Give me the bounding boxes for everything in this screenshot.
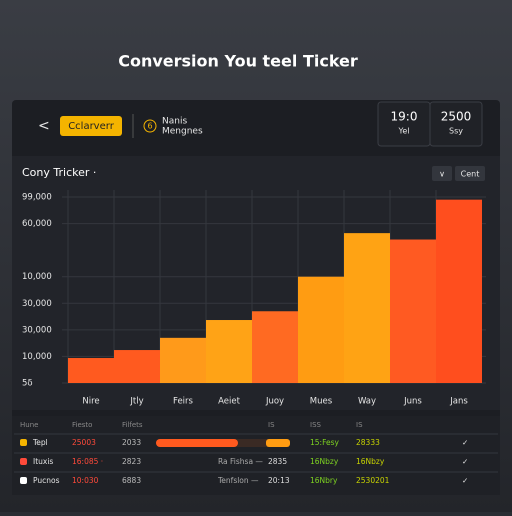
icon-glyph: 6 xyxy=(147,122,152,131)
stat-label: Ssy xyxy=(449,127,463,136)
table-cell: 16Nbry xyxy=(310,476,338,485)
y-tick-label: 10,000 xyxy=(22,352,52,362)
x-tick-label: Jtly xyxy=(129,397,143,407)
x-tick-label: Juns xyxy=(403,397,422,407)
table-cell: Pucnos xyxy=(33,476,60,485)
table-header: IS xyxy=(356,421,363,429)
table-cell: Tepl xyxy=(32,438,48,447)
table-header: Filfets xyxy=(122,421,143,429)
x-tick-label: Jans xyxy=(449,397,468,407)
x-tick-label: Way xyxy=(358,397,376,407)
bar xyxy=(436,199,482,383)
dropdown-toggle[interactable] xyxy=(432,166,452,181)
bar xyxy=(160,337,206,383)
table-cell: 2033 xyxy=(122,438,141,447)
table-header: Hune xyxy=(20,421,38,429)
primary-button[interactable] xyxy=(60,116,122,136)
x-tick-label: Nire xyxy=(82,397,99,407)
table-cell: 16:085 · xyxy=(72,457,103,466)
table-cell: ✓ xyxy=(462,476,468,485)
table-cell: ✓ xyxy=(462,457,468,466)
stat-box xyxy=(429,101,483,147)
y-tick-label: 60,000 xyxy=(22,219,52,229)
row-icon xyxy=(20,477,27,484)
row-icon xyxy=(20,439,27,446)
table xyxy=(12,416,500,495)
table-cell: 2530201 xyxy=(356,476,390,485)
table-cell: ✓ xyxy=(462,438,468,447)
primary-button-label: Cclarverr xyxy=(68,121,115,132)
table-cell: Tenfslon — xyxy=(217,476,259,485)
back-button[interactable]: < xyxy=(38,118,50,134)
table-cell: 6883 xyxy=(122,476,141,485)
table-header: Fiesto xyxy=(72,421,92,429)
x-tick-label: Aeiet xyxy=(218,397,240,407)
table-cell: 10:030 xyxy=(72,476,99,485)
bar xyxy=(252,311,298,383)
table-cell: 20:13 xyxy=(268,476,290,485)
table-cell: 25003 xyxy=(72,438,96,447)
table-cell: 2823 xyxy=(122,457,141,466)
y-tick-label: 30,000 xyxy=(22,299,52,309)
dropdown-label: Cent xyxy=(461,170,480,179)
table-cell: 15:Fesy xyxy=(310,438,339,447)
y-tick-label: 30,000 xyxy=(22,325,52,335)
y-tick-label: 99,000 xyxy=(22,193,52,203)
x-tick-label: Feirs xyxy=(173,397,194,407)
progress-fill xyxy=(156,439,238,447)
row-icon xyxy=(20,458,27,465)
table-cell: Ituxis xyxy=(33,457,53,466)
progress-tag xyxy=(266,439,290,447)
bar xyxy=(344,233,390,383)
x-tick-label: Mues xyxy=(310,397,333,407)
x-tick-label: Juoy xyxy=(265,397,284,407)
table-cell: Ra Fishsa — xyxy=(218,457,263,466)
icon xyxy=(143,119,157,133)
dropdown[interactable] xyxy=(455,166,485,181)
table-cell: 16Nbzy xyxy=(310,457,339,466)
table-cell: 16Nbzy xyxy=(356,457,385,466)
name-line: Mengnes xyxy=(162,127,203,137)
stat-value: 2500 xyxy=(441,110,472,124)
chart-title: Cony Tricker · xyxy=(22,166,96,179)
bar xyxy=(206,320,252,383)
y-tick-label: 5δ xyxy=(22,379,33,389)
bar xyxy=(390,239,436,383)
table-cell: 28333 xyxy=(356,438,380,447)
dropdown-arrow: ∨ xyxy=(439,170,445,179)
table-header: ISS xyxy=(310,421,322,429)
page-title: Conversion You teel Ticker xyxy=(118,52,358,71)
bar xyxy=(114,350,160,383)
table-cell: 2835 xyxy=(268,457,287,466)
table-header: IS xyxy=(268,421,275,429)
stat-value: 19:0 xyxy=(391,110,418,124)
y-tick-label: 10,000 xyxy=(22,272,52,282)
bar xyxy=(298,276,344,383)
bar xyxy=(68,358,114,383)
name-line: Nanis xyxy=(162,117,187,127)
stat-label: Yel xyxy=(398,127,410,136)
